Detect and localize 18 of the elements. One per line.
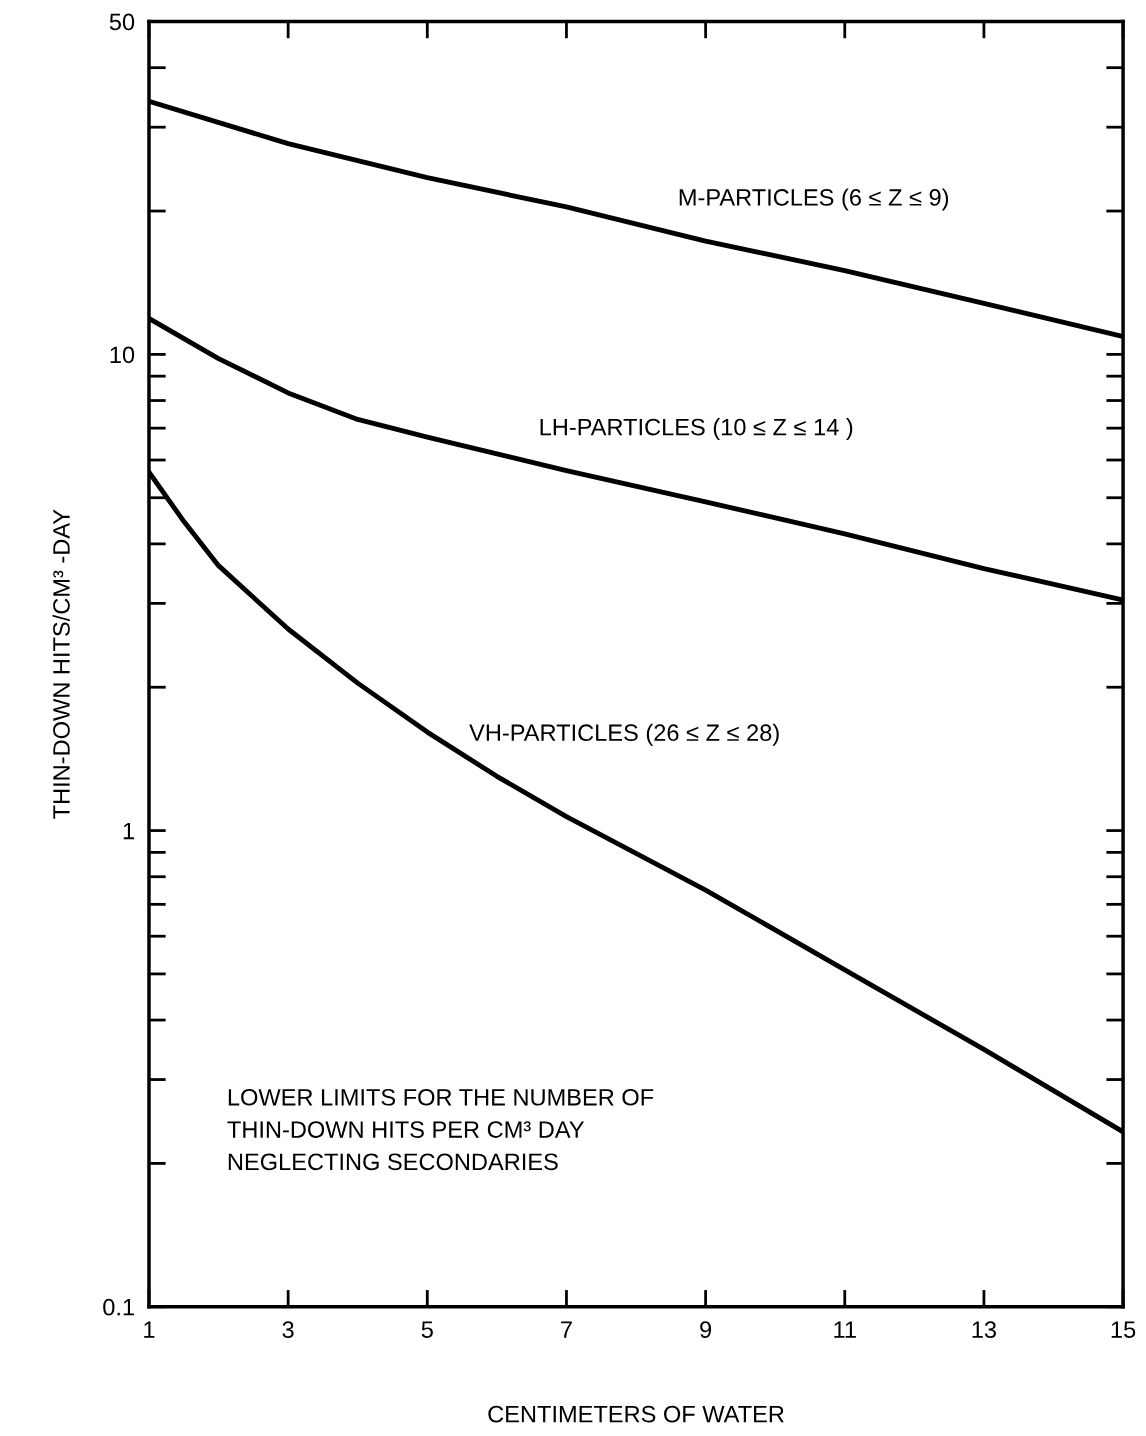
y-axis-title: THIN-DOWN HITS/CM³ -DAY	[52, 509, 70, 819]
x-tick-label: 3	[282, 1321, 294, 1338]
x-tick-label: 7	[561, 1321, 572, 1338]
series-label: M-PARTICLES (6 ≤ Z ≤ 9)	[679, 188, 949, 211]
x-tick-label: 9	[700, 1321, 712, 1338]
x-tick-label: 15	[1111, 1321, 1136, 1338]
y-tick-label: 50	[109, 13, 135, 31]
x-tick-label: 11	[834, 1321, 856, 1338]
x-tick-label: 1	[144, 1321, 155, 1338]
x-tick-label: 13	[972, 1321, 997, 1338]
y-tick-label: 10	[110, 346, 135, 364]
y-tick-label: 1	[123, 822, 134, 840]
series-label: VH-PARTICLES (26 ≤ Z ≤ 28)	[469, 723, 779, 746]
annotation: LOWER LIMITS FOR THE NUMBER OF THIN-DOWN HITS PER CM³ DAY NEGLECTING SECONDARIES	[227, 1088, 654, 1171]
series-label: LH-PARTICLES (10 ≤ Z ≤ 14 )	[540, 418, 853, 441]
x-tick-label: 5	[421, 1321, 433, 1338]
x-axis-title: CENTIMETERS OF WATER	[488, 1405, 784, 1423]
y-tick-label: 0.1	[103, 1298, 134, 1316]
